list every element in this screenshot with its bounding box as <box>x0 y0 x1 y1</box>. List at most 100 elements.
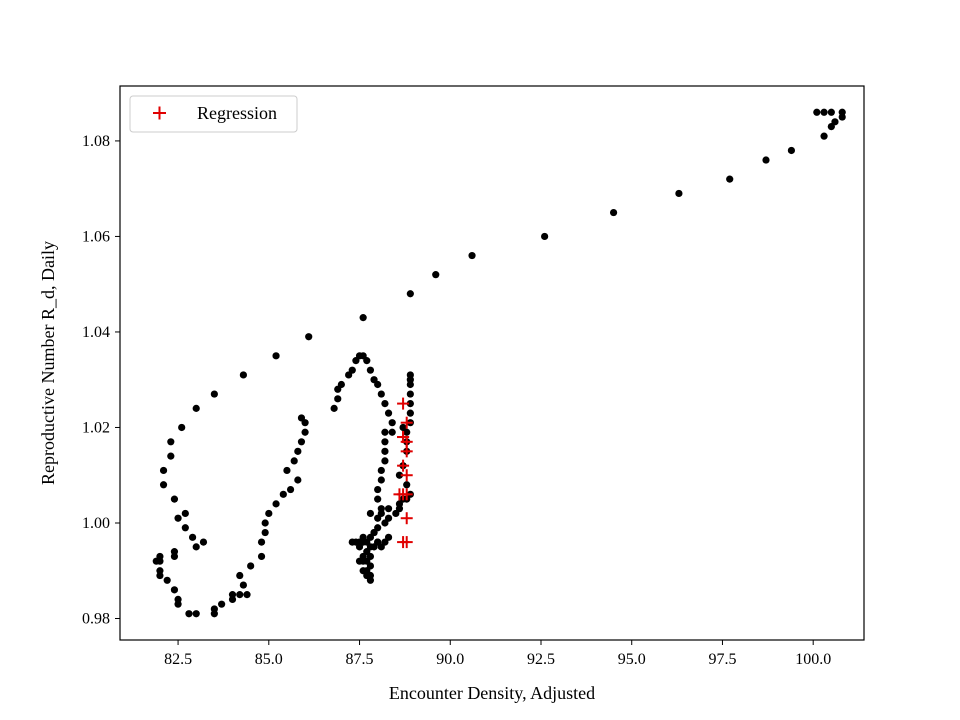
data-point <box>374 514 382 522</box>
x-tick-label: 85.0 <box>255 651 283 668</box>
data-point <box>337 380 345 389</box>
data-point <box>813 108 821 116</box>
data-point <box>301 428 309 436</box>
data-point <box>762 156 770 164</box>
data-point <box>294 447 302 455</box>
data-point <box>377 466 385 475</box>
data-point <box>188 533 197 541</box>
data-point <box>609 208 618 217</box>
data-point <box>366 509 375 518</box>
data-point <box>374 495 382 503</box>
data-point <box>167 438 175 446</box>
y-tick-label: 1.06 <box>82 228 110 245</box>
data-point <box>330 404 338 412</box>
legend-label-regression: Regression <box>197 103 277 123</box>
x-tick-label: 97.5 <box>708 651 736 668</box>
plot-frame <box>119 85 865 641</box>
data-point <box>170 552 179 561</box>
regression-point <box>400 445 413 458</box>
data-point <box>374 380 382 389</box>
x-tick-label: 87.5 <box>346 651 374 668</box>
data-point <box>174 514 182 522</box>
data-point <box>374 485 382 494</box>
data-point <box>239 371 247 379</box>
data-point <box>261 519 269 527</box>
regression-point <box>397 488 410 501</box>
series-data <box>152 108 846 618</box>
data-point <box>174 600 182 608</box>
data-point <box>192 543 200 551</box>
data-point <box>243 591 251 599</box>
y-tick-label: 1.08 <box>82 133 110 150</box>
data-point <box>381 447 389 455</box>
data-point <box>468 251 476 260</box>
data-point <box>541 232 549 241</box>
data-point <box>257 552 266 561</box>
points-layer <box>152 108 846 618</box>
data-point <box>297 438 306 446</box>
data-point <box>363 357 371 365</box>
data-point <box>406 409 414 417</box>
data-point <box>366 366 375 374</box>
data-point <box>381 438 389 446</box>
data-point <box>294 476 302 484</box>
data-point <box>257 538 266 546</box>
data-point <box>787 146 796 155</box>
data-point <box>334 395 342 403</box>
x-axis-label: Encounter Density, Adjusted <box>389 683 595 703</box>
data-point <box>820 108 828 116</box>
data-point <box>370 528 378 537</box>
data-point <box>185 610 193 618</box>
data-point <box>675 189 683 198</box>
x-tick-label: 82.5 <box>164 651 192 668</box>
data-point <box>305 333 313 341</box>
data-point <box>192 404 200 412</box>
data-point <box>381 457 389 465</box>
legend: Regression <box>129 95 298 133</box>
data-point <box>156 571 164 580</box>
data-point <box>827 108 835 116</box>
data-point <box>297 414 306 422</box>
y-axis-ticks: 0.98 1.00 1.02 1.04 1.06 1.08 <box>82 133 120 628</box>
data-point <box>272 352 280 360</box>
data-point <box>381 428 389 436</box>
data-point <box>348 366 356 374</box>
data-point <box>181 509 189 518</box>
data-point <box>406 380 414 389</box>
data-point <box>359 314 367 322</box>
data-point <box>228 591 237 599</box>
data-point <box>261 528 269 537</box>
data-point <box>163 576 171 584</box>
data-point <box>838 113 846 121</box>
data-point <box>178 423 186 432</box>
data-point <box>384 533 393 541</box>
data-point <box>388 419 396 427</box>
x-axis-ticks: 82.5 85.0 87.5 90.0 92.5 95.0 97.5 100.0 <box>164 640 831 668</box>
data-point <box>377 390 385 398</box>
data-point <box>395 471 404 479</box>
data-point <box>283 466 291 475</box>
data-point <box>820 132 828 140</box>
data-point <box>827 122 835 131</box>
data-point <box>286 485 295 494</box>
series-regression <box>393 397 413 549</box>
data-point <box>384 409 393 417</box>
data-point <box>279 490 287 498</box>
data-point <box>381 519 389 527</box>
data-point <box>384 505 393 513</box>
data-point <box>381 399 389 408</box>
data-point <box>392 509 400 518</box>
legend-frame <box>129 95 298 133</box>
regression-point <box>400 469 413 482</box>
data-point <box>170 586 179 594</box>
data-point <box>359 567 367 575</box>
y-axis-label: Reproductive Number R_d, Daily <box>38 241 58 485</box>
x-tick-label: 100.0 <box>795 651 831 668</box>
data-point <box>167 452 175 460</box>
x-tick-label: 90.0 <box>436 651 464 668</box>
data-point <box>192 610 200 618</box>
data-point <box>403 428 411 436</box>
regression-point <box>397 397 410 410</box>
data-point <box>181 524 189 532</box>
data-point <box>406 290 414 298</box>
